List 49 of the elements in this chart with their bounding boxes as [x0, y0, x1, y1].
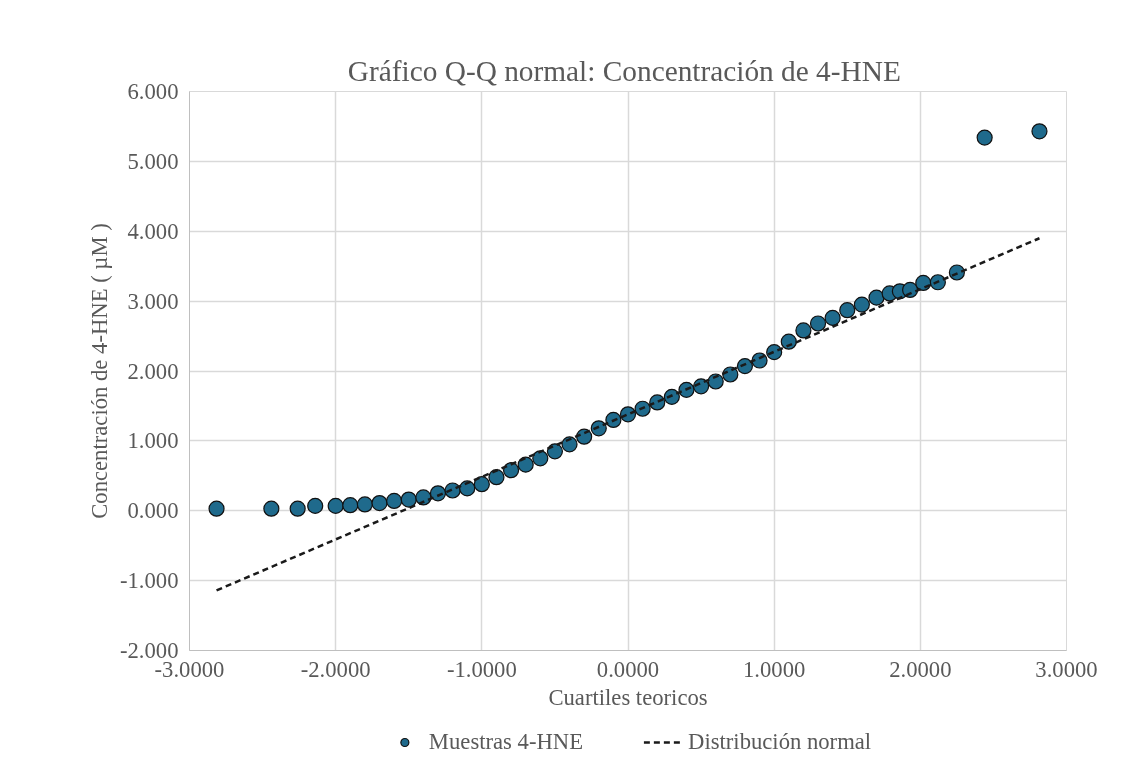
x-axis-title: Cuartiles teoricos	[548, 684, 708, 710]
point	[263, 500, 280, 517]
y-tick-label: 0.000	[127, 498, 179, 524]
x-tick-label: -2.0000	[300, 656, 371, 682]
point	[634, 400, 651, 417]
point	[853, 296, 870, 313]
point	[809, 315, 827, 332]
y-tick-label: 6.000	[127, 79, 179, 104]
point	[839, 302, 856, 319]
chart-title: Gráfico Q-Q normal: Concentración de 4-HNE	[347, 54, 901, 87]
y-tick-label: 3.000	[127, 288, 179, 314]
point	[736, 358, 754, 375]
y-tick-label: 1.000	[127, 428, 179, 454]
legend-label: Distribución normal	[688, 729, 872, 755]
point	[400, 491, 417, 508]
x-tick-label: -1.0000	[446, 656, 517, 682]
point	[561, 436, 578, 453]
point	[780, 333, 797, 350]
x-tick-label: 2.0000	[889, 656, 952, 682]
y-tick-label: 5.000	[127, 148, 179, 174]
x-tick-label: 3.0000	[1035, 656, 1098, 682]
point	[342, 497, 359, 514]
y-tick-label: -1.000	[119, 568, 179, 594]
point	[1031, 123, 1048, 140]
y-tick-label: 4.000	[127, 218, 179, 244]
x-tick-label: 0.0000	[596, 656, 660, 682]
legend-label: Muestras 4-HNE	[428, 729, 584, 755]
point	[327, 497, 344, 514]
point	[208, 500, 225, 517]
point	[868, 289, 885, 306]
point	[546, 443, 564, 460]
y-axis-title: Concentración de 4-HNE ( µM )	[86, 223, 112, 519]
x-tick-label: 1.0000	[743, 656, 806, 682]
y-tick-label: 2.000	[127, 358, 179, 384]
point	[517, 456, 534, 473]
point	[356, 496, 373, 513]
point	[976, 129, 993, 146]
point	[707, 373, 724, 390]
point	[824, 309, 841, 326]
point	[605, 411, 622, 428]
point	[795, 322, 812, 339]
point	[307, 497, 324, 514]
point	[289, 500, 306, 517]
point	[473, 476, 490, 493]
point	[371, 494, 388, 512]
point	[386, 492, 403, 510]
point	[488, 469, 505, 486]
point	[502, 462, 520, 479]
y-tick-label: -2.000	[119, 638, 179, 663]
